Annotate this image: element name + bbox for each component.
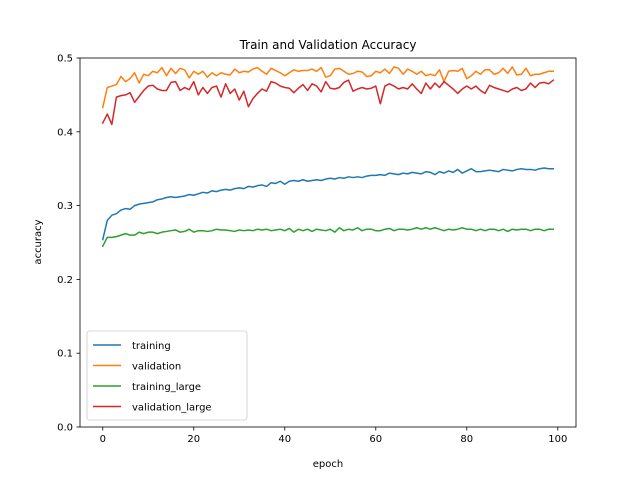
chart-title: Train and Validation Accuracy bbox=[239, 38, 417, 52]
x-tick-label: 100 bbox=[548, 434, 567, 445]
legend-label: training_large bbox=[132, 382, 201, 393]
legend-label: validation_large bbox=[132, 403, 212, 414]
y-axis: 0.0 0.1 0.2 0.3 0.4 0.5 bbox=[57, 54, 80, 434]
x-tick-label: 60 bbox=[369, 434, 382, 445]
x-tick-label: 40 bbox=[278, 434, 291, 445]
x-tick-label: 20 bbox=[187, 434, 200, 445]
legend-label: validation bbox=[132, 362, 181, 373]
x-axis: 0 20 40 60 80 100 bbox=[100, 427, 567, 445]
series-line-training-large bbox=[101, 226, 554, 248]
series-line-training bbox=[101, 167, 554, 241]
y-tick-label: 0.1 bbox=[57, 349, 73, 360]
y-tick-label: 0.2 bbox=[57, 275, 73, 286]
series-line-validation-large bbox=[101, 79, 555, 126]
y-tick-label: 0.5 bbox=[57, 54, 73, 65]
legend-label: training bbox=[132, 341, 171, 352]
x-tick-label: 80 bbox=[460, 434, 473, 445]
y-tick-label: 0.0 bbox=[57, 423, 73, 434]
legend: training validation training_large validati… bbox=[86, 330, 248, 421]
plot-frame bbox=[79, 57, 577, 428]
legend-box bbox=[86, 330, 248, 421]
x-tick-label: 0 bbox=[100, 434, 106, 445]
y-tick-label: 0.3 bbox=[57, 201, 73, 212]
series-lines bbox=[101, 66, 555, 248]
series-line-validation bbox=[101, 66, 554, 109]
y-axis-label: accuracy bbox=[33, 219, 44, 264]
x-axis-label: epoch bbox=[313, 459, 343, 470]
y-tick-label: 0.4 bbox=[57, 127, 73, 138]
